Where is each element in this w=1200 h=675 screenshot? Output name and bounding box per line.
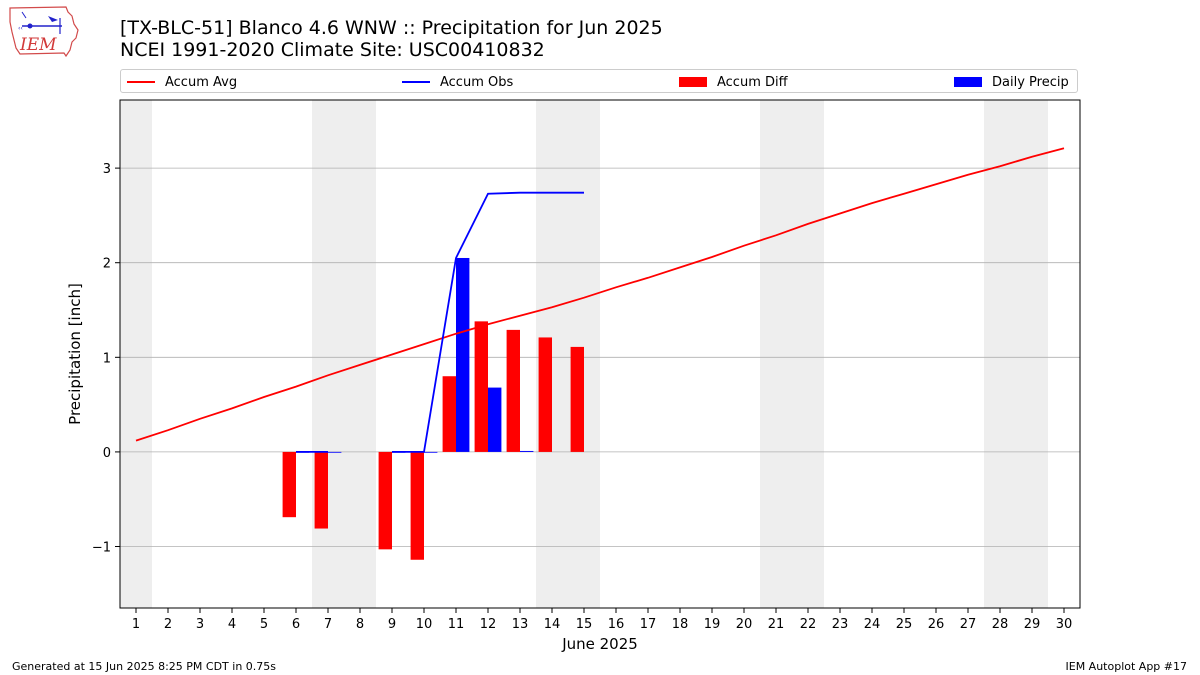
legend-item-daily-precip: Daily Precip — [954, 70, 1069, 94]
bar-accum-diff-day-6 — [282, 451, 296, 518]
x-tick-label-19: 20 — [736, 617, 753, 632]
weekend-band-4 — [984, 100, 1048, 608]
bar-accum-diff-day-7 — [314, 451, 328, 529]
weekend-band-3 — [760, 100, 824, 608]
legend-item-accum-diff: Accum Diff — [679, 70, 788, 94]
generated-timestamp: Generated at 15 Jun 2025 8:25 PM CDT in … — [12, 660, 277, 673]
legend-label-accum-avg: Accum Avg — [165, 74, 238, 90]
legend-swatch-accum-diff — [679, 77, 707, 87]
y-tick-label-4: 3 — [103, 162, 111, 177]
legend-item-accum-obs: Accum Obs — [402, 70, 513, 94]
line-accum-obs-segment-1 — [392, 191, 584, 453]
x-tick-label-11: 12 — [480, 617, 497, 632]
x-tick-label-2: 3 — [196, 617, 204, 632]
legend-swatch-daily-precip — [954, 77, 982, 87]
x-tick-label-24: 25 — [896, 617, 913, 632]
bar-daily-precip-day-11 — [456, 257, 470, 452]
y-tick-label-0: −1 — [92, 541, 111, 556]
bar-accum-diff-day-13 — [506, 329, 520, 452]
x-axis-label: June 2025 — [561, 635, 638, 653]
svg-text:‹‹: ‹‹ — [18, 25, 23, 32]
x-tick-label-23: 24 — [864, 617, 881, 632]
x-tick-label-5: 6 — [292, 617, 300, 632]
app-credit: IEM Autoplot App #17 — [1065, 660, 1188, 673]
x-tick-label-3: 4 — [228, 617, 236, 632]
line-accum-avg-segment-0 — [135, 147, 1065, 442]
y-tick-label-1: 0 — [103, 446, 111, 461]
x-tick-label-21: 22 — [800, 617, 817, 632]
weekend-band-1 — [312, 100, 376, 608]
x-tick-label-29: 30 — [1056, 617, 1073, 632]
x-tick-label-20: 21 — [768, 617, 785, 632]
bar-accum-diff-day-15 — [570, 346, 584, 452]
x-tick-label-15: 16 — [608, 617, 625, 632]
bar-accum-diff-day-10 — [410, 451, 424, 560]
x-tick-label-7: 8 — [356, 617, 364, 632]
chart-title: [TX-BLC-51] Blanco 4.6 WNW :: Precipitat… — [120, 17, 663, 39]
x-tick-label-1: 2 — [164, 617, 172, 632]
y-tick-label-2: 1 — [103, 351, 111, 366]
x-tick-label-13: 14 — [544, 617, 561, 632]
bar-accum-diff-day-14 — [538, 337, 552, 452]
legend-label-daily-precip: Daily Precip — [992, 74, 1069, 90]
legend: Accum Avg Accum Obs Accum Diff Daily Pre… — [120, 69, 1078, 93]
bar-daily-precip-day-7 — [328, 451, 342, 453]
x-tick-label-26: 27 — [960, 617, 977, 632]
x-tick-label-28: 29 — [1024, 617, 1041, 632]
x-tick-label-14: 15 — [576, 617, 593, 632]
x-tick-label-0: 1 — [132, 617, 140, 632]
y-axis-label: Precipitation [inch] — [66, 283, 84, 425]
plot-frame — [119, 99, 1081, 609]
legend-label-accum-diff: Accum Diff — [717, 74, 788, 90]
bar-accum-diff-day-9 — [378, 451, 392, 550]
x-tick-label-22: 23 — [832, 617, 849, 632]
x-tick-label-6: 7 — [324, 617, 332, 632]
x-tick-label-16: 17 — [640, 617, 657, 632]
x-tick-label-12: 13 — [512, 617, 529, 632]
legend-item-accum-avg: Accum Avg — [127, 70, 237, 94]
x-tick-label-9: 10 — [416, 617, 433, 632]
bar-accum-diff-day-12 — [474, 321, 488, 452]
weekend-band-0 — [120, 100, 152, 608]
iem-logo: IEM ‹‹ — [6, 4, 82, 64]
x-tick-label-10: 11 — [448, 617, 465, 632]
bar-accum-diff-day-11 — [442, 376, 456, 452]
chart-subtitle: NCEI 1991-2020 Climate Site: USC00410832 — [120, 39, 545, 61]
bar-daily-precip-day-13 — [520, 450, 534, 452]
bar-daily-precip-day-10 — [424, 451, 438, 453]
logo-text: IEM — [19, 35, 57, 55]
x-tick-label-17: 18 — [672, 617, 689, 632]
x-tick-label-4: 5 — [260, 617, 268, 632]
x-tick-label-25: 26 — [928, 617, 945, 632]
x-tick-label-27: 28 — [992, 617, 1009, 632]
x-tick-label-8: 9 — [388, 617, 396, 632]
bar-daily-precip-day-12 — [488, 387, 502, 452]
legend-swatch-accum-obs — [402, 81, 430, 83]
y-tick-label-3: 2 — [103, 257, 111, 272]
x-tick-label-18: 19 — [704, 617, 721, 632]
legend-label-accum-obs: Accum Obs — [440, 74, 514, 90]
legend-swatch-accum-avg — [127, 81, 155, 83]
